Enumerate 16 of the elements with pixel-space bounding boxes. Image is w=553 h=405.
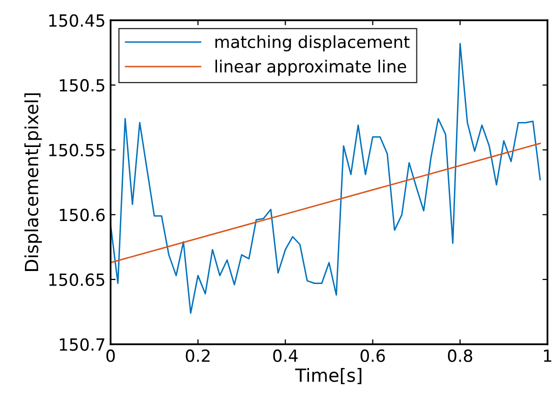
legend-label: matching displacement	[215, 35, 410, 52]
y-tick-label: 150.6	[60, 208, 105, 222]
y-tick-label: 150.55	[49, 144, 104, 156]
x-tick-label: 0	[106, 349, 115, 362]
x-tick-label: 0.2	[186, 349, 210, 362]
legend-label: linear approximate line	[216, 60, 406, 76]
x-tick-label: 0.6	[360, 349, 385, 362]
x-tick-label: 0.8	[448, 349, 472, 362]
x-tick-label: 1	[544, 350, 552, 362]
y-tick-label: 150.7	[60, 338, 104, 351]
y-tick-label: 150.5	[60, 79, 104, 92]
y-tick-label: 150.45	[49, 14, 104, 27]
x-tick-label: 0.4	[273, 349, 298, 362]
x-axis-title: Time[s]	[295, 368, 362, 384]
y-tick-label: 150.65	[49, 273, 104, 286]
y-axis-title: Displacement[pixel]	[24, 93, 42, 271]
